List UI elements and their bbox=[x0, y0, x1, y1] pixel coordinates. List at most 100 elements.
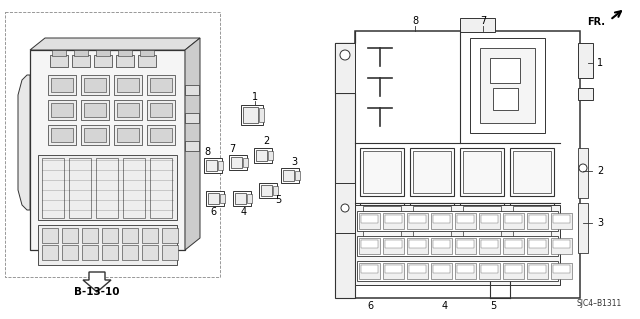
Text: 6: 6 bbox=[367, 301, 373, 311]
Bar bbox=[142, 228, 158, 243]
Bar bbox=[150, 78, 172, 92]
Bar bbox=[529, 215, 546, 223]
Bar bbox=[457, 265, 474, 273]
Text: 3: 3 bbox=[291, 157, 297, 167]
Bar bbox=[505, 240, 522, 248]
Bar bbox=[185, 113, 199, 123]
Bar bbox=[490, 58, 520, 83]
Bar bbox=[81, 75, 109, 95]
Bar bbox=[185, 141, 199, 151]
Bar bbox=[81, 100, 109, 120]
Bar bbox=[360, 203, 404, 251]
Bar bbox=[94, 55, 112, 67]
Bar bbox=[385, 265, 402, 273]
Bar bbox=[150, 158, 172, 218]
Bar bbox=[114, 100, 142, 120]
Bar bbox=[42, 158, 64, 218]
Bar bbox=[355, 205, 560, 285]
Text: 6: 6 bbox=[210, 207, 216, 217]
Bar bbox=[123, 158, 145, 218]
Bar bbox=[363, 206, 401, 248]
Text: 8: 8 bbox=[412, 16, 418, 26]
Bar bbox=[50, 55, 68, 67]
Bar bbox=[235, 192, 246, 204]
Text: 2: 2 bbox=[597, 166, 603, 176]
Bar bbox=[30, 50, 185, 250]
Bar bbox=[385, 240, 402, 248]
Bar bbox=[431, 263, 452, 279]
Bar bbox=[38, 155, 177, 220]
Polygon shape bbox=[18, 75, 30, 210]
Bar bbox=[480, 48, 535, 123]
Bar bbox=[96, 158, 118, 218]
Bar bbox=[455, 213, 476, 229]
Bar bbox=[233, 190, 251, 205]
Bar bbox=[243, 107, 258, 123]
Bar bbox=[273, 186, 278, 195]
Bar bbox=[455, 263, 476, 279]
Bar bbox=[551, 238, 572, 254]
Bar bbox=[102, 245, 118, 260]
Bar bbox=[74, 50, 88, 56]
Bar bbox=[256, 150, 267, 160]
Bar bbox=[206, 160, 217, 170]
Bar bbox=[493, 88, 518, 110]
Text: SJC4–B1311: SJC4–B1311 bbox=[577, 299, 622, 308]
Bar bbox=[229, 154, 247, 169]
Bar bbox=[409, 215, 426, 223]
Text: 2: 2 bbox=[263, 136, 269, 146]
Bar bbox=[578, 43, 593, 78]
Bar bbox=[513, 151, 551, 193]
Bar bbox=[413, 206, 451, 248]
Bar bbox=[162, 228, 178, 243]
Bar bbox=[51, 78, 73, 92]
Bar bbox=[433, 265, 450, 273]
Bar bbox=[102, 228, 118, 243]
Bar bbox=[481, 215, 498, 223]
Bar bbox=[254, 147, 272, 162]
Bar bbox=[433, 240, 450, 248]
Bar bbox=[247, 194, 252, 203]
Text: 5: 5 bbox=[490, 301, 496, 311]
Bar bbox=[335, 183, 355, 233]
Text: 4: 4 bbox=[442, 301, 448, 311]
Bar bbox=[383, 263, 404, 279]
Circle shape bbox=[341, 204, 349, 212]
Bar bbox=[359, 213, 380, 229]
Bar bbox=[505, 265, 522, 273]
Bar bbox=[527, 238, 548, 254]
Bar bbox=[42, 228, 58, 243]
Bar bbox=[479, 263, 500, 279]
Bar bbox=[470, 38, 545, 133]
Bar bbox=[455, 238, 476, 254]
Text: 3: 3 bbox=[597, 218, 603, 228]
Bar bbox=[363, 151, 401, 193]
Bar bbox=[503, 238, 524, 254]
Bar bbox=[84, 78, 106, 92]
Bar bbox=[117, 103, 139, 117]
Bar bbox=[361, 240, 378, 248]
Circle shape bbox=[579, 164, 587, 172]
Bar bbox=[409, 240, 426, 248]
Text: 4: 4 bbox=[241, 207, 247, 217]
Text: 1: 1 bbox=[597, 58, 603, 68]
Bar bbox=[359, 238, 380, 254]
Bar bbox=[42, 245, 58, 260]
Text: FR.: FR. bbox=[587, 17, 605, 27]
Bar bbox=[38, 225, 177, 265]
Bar bbox=[118, 50, 132, 56]
Bar bbox=[460, 18, 495, 32]
Bar bbox=[51, 128, 73, 142]
Bar bbox=[551, 263, 572, 279]
Polygon shape bbox=[83, 272, 111, 292]
Bar bbox=[241, 105, 263, 125]
Bar bbox=[51, 103, 73, 117]
Bar bbox=[510, 148, 554, 196]
Bar bbox=[84, 103, 106, 117]
Bar bbox=[457, 240, 474, 248]
Bar bbox=[553, 240, 570, 248]
Bar bbox=[48, 125, 76, 145]
Bar bbox=[431, 238, 452, 254]
Text: 7: 7 bbox=[480, 16, 486, 26]
Bar bbox=[578, 203, 588, 253]
